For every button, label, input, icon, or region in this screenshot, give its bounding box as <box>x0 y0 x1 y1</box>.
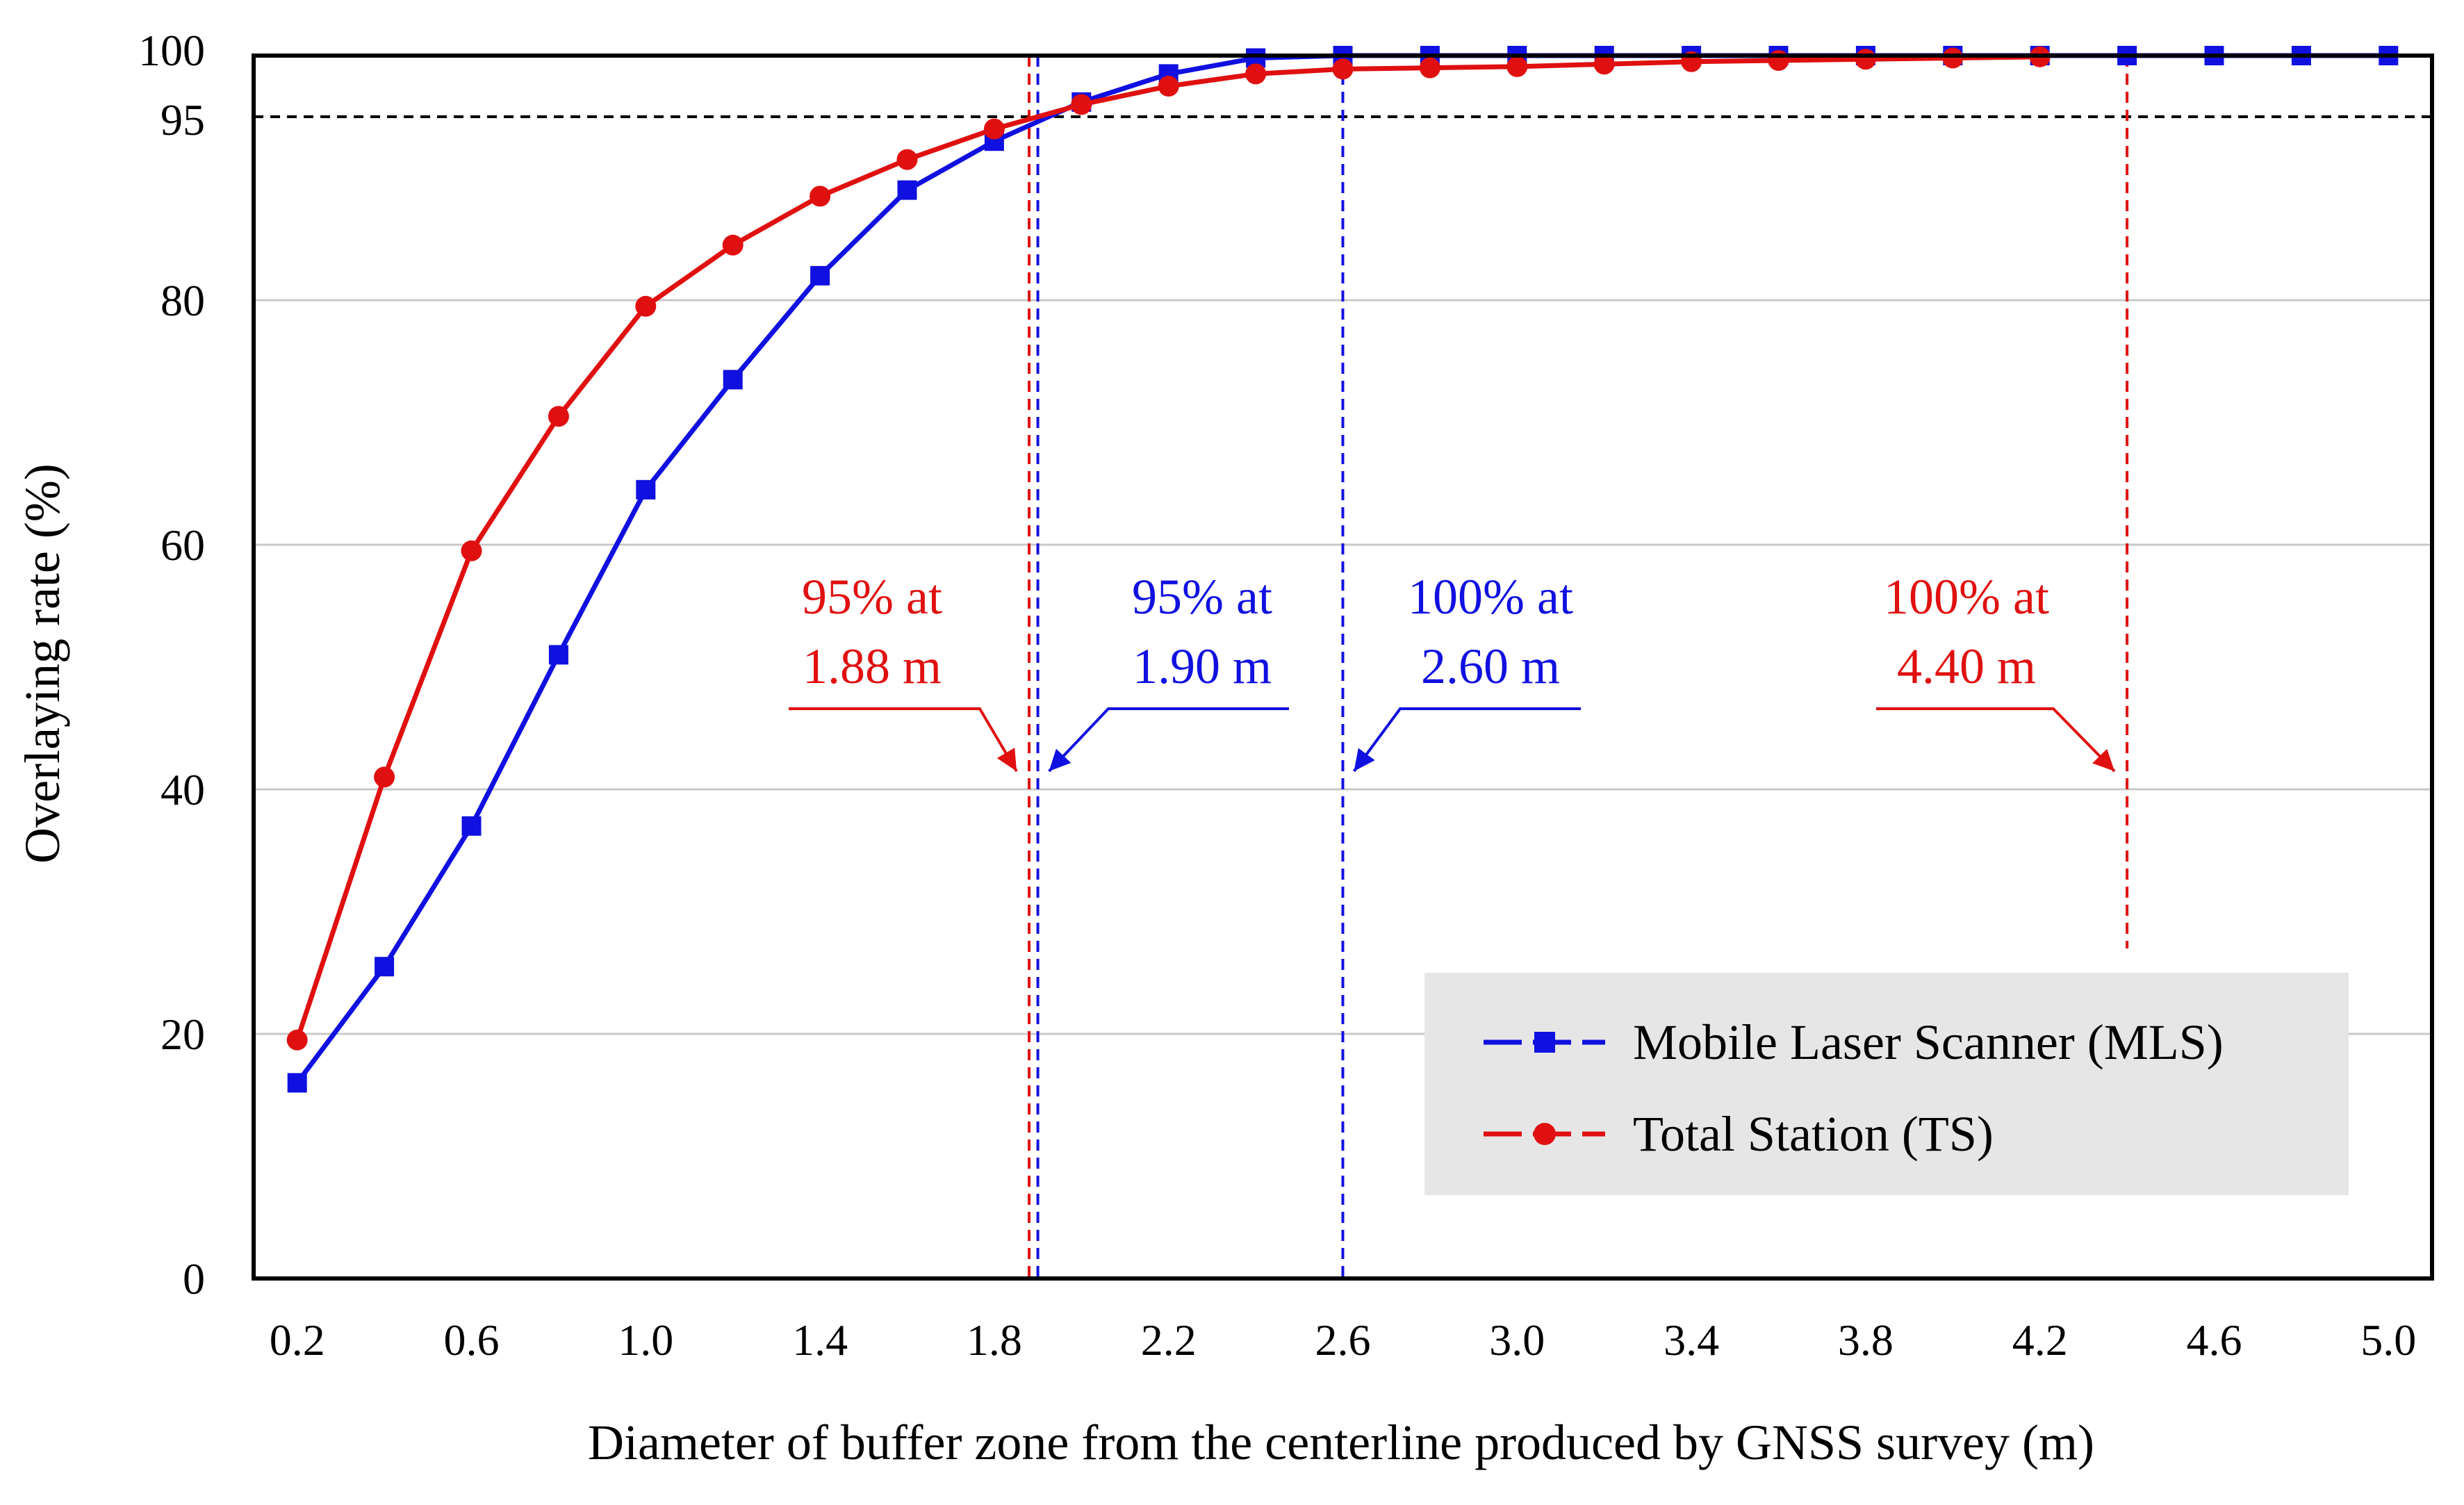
annotation-line2-2: 2.60 m <box>1421 639 1560 694</box>
annotation-arrow-1 <box>1048 707 1289 773</box>
annotation-line2-0: 1.88 m <box>803 639 942 694</box>
y-tick-label: 60 <box>161 520 205 570</box>
data-point-mls-4 <box>636 479 656 500</box>
annotation-arrow-3 <box>1876 707 2116 773</box>
annotation-line2-3: 4.40 m <box>1897 639 2036 694</box>
data-point-mls-0 <box>287 1073 307 1093</box>
annotation-arrowhead-0 <box>996 748 1017 771</box>
data-point-mls-3 <box>548 645 568 665</box>
y-axis-title: Overlaying rate (%) <box>15 463 70 864</box>
data-point-ts-2 <box>461 540 482 561</box>
data-point-mls-2 <box>461 816 482 836</box>
data-point-mls-6 <box>810 265 830 286</box>
y-tick-label: 40 <box>161 765 205 814</box>
data-point-ts-15 <box>1593 54 1615 75</box>
data-point-ts-11 <box>1245 63 1267 85</box>
data-point-ts-6 <box>810 186 831 207</box>
y-tick-label: 20 <box>161 1010 205 1059</box>
x-tick-label: 4.2 <box>2012 1315 2068 1365</box>
legend-box <box>1424 973 2349 1195</box>
legend-label-1: Total Station (TS) <box>1633 1106 1994 1162</box>
plot-frame <box>252 54 2434 1281</box>
legend-label-0: Mobile Laser Scanner (MLS) <box>1633 1014 2224 1070</box>
data-point-mls-1 <box>375 957 395 977</box>
data-point-ts-12 <box>1332 58 1354 80</box>
y-tick-label: 0 <box>183 1254 205 1303</box>
annotation-arrowhead-3 <box>2092 748 2115 771</box>
data-point-ts-17 <box>1768 50 1789 72</box>
data-point-ts-18 <box>1855 49 1876 70</box>
x-tick-label: 5.0 <box>2360 1315 2416 1365</box>
data-point-ts-13 <box>1419 57 1440 79</box>
x-tick-label: 2.6 <box>1315 1315 1371 1365</box>
data-point-ts-5 <box>722 234 744 256</box>
y-tick-label: 95 <box>161 95 205 145</box>
x-tick-label: 0.2 <box>270 1315 325 1365</box>
annotation-line1-1: 95% at <box>1132 569 1272 625</box>
data-point-ts-0 <box>286 1029 308 1051</box>
annotation-line1-0: 95% at <box>802 569 942 625</box>
x-tick-label: 1.4 <box>792 1315 848 1365</box>
data-point-mls-5 <box>723 370 743 390</box>
x-axis-title: Diameter of buffer zone from the centerl… <box>588 1415 2094 1470</box>
data-point-ts-9 <box>1071 94 1092 115</box>
data-point-ts-4 <box>635 295 657 317</box>
x-tick-label: 3.0 <box>1489 1315 1545 1365</box>
data-point-ts-14 <box>1506 56 1528 77</box>
x-tick-label: 1.8 <box>967 1315 1022 1365</box>
data-point-ts-7 <box>896 149 918 170</box>
x-tick-label: 4.6 <box>2187 1315 2242 1365</box>
data-point-ts-19 <box>1942 47 1964 69</box>
legend-marker-circle <box>1534 1123 1556 1145</box>
annotation-arrowhead-2 <box>1354 748 1375 771</box>
data-point-ts-8 <box>983 118 1005 140</box>
annotation-arrow-0 <box>789 707 1018 773</box>
x-tick-label: 3.4 <box>1664 1315 1719 1365</box>
y-tick-label: 80 <box>161 276 205 325</box>
x-tick-label: 1.0 <box>618 1315 673 1365</box>
annotation-arrow-2 <box>1352 707 1581 773</box>
data-point-ts-3 <box>548 406 569 427</box>
annotation-arrowhead-1 <box>1049 748 1071 771</box>
annotation-line1-2: 100% at <box>1408 569 1573 625</box>
legend-marker-square <box>1534 1032 1555 1053</box>
x-tick-label: 0.6 <box>444 1315 500 1365</box>
annotation-line1-3: 100% at <box>1884 569 2049 625</box>
y-tick-label: 100 <box>138 26 205 75</box>
x-tick-label: 3.8 <box>1838 1315 1894 1365</box>
data-point-ts-10 <box>1158 76 1179 97</box>
x-tick-label: 2.2 <box>1141 1315 1197 1365</box>
annotation-line2-1: 1.90 m <box>1133 639 1272 694</box>
data-point-mls-7 <box>897 180 917 200</box>
data-point-ts-1 <box>374 766 395 788</box>
